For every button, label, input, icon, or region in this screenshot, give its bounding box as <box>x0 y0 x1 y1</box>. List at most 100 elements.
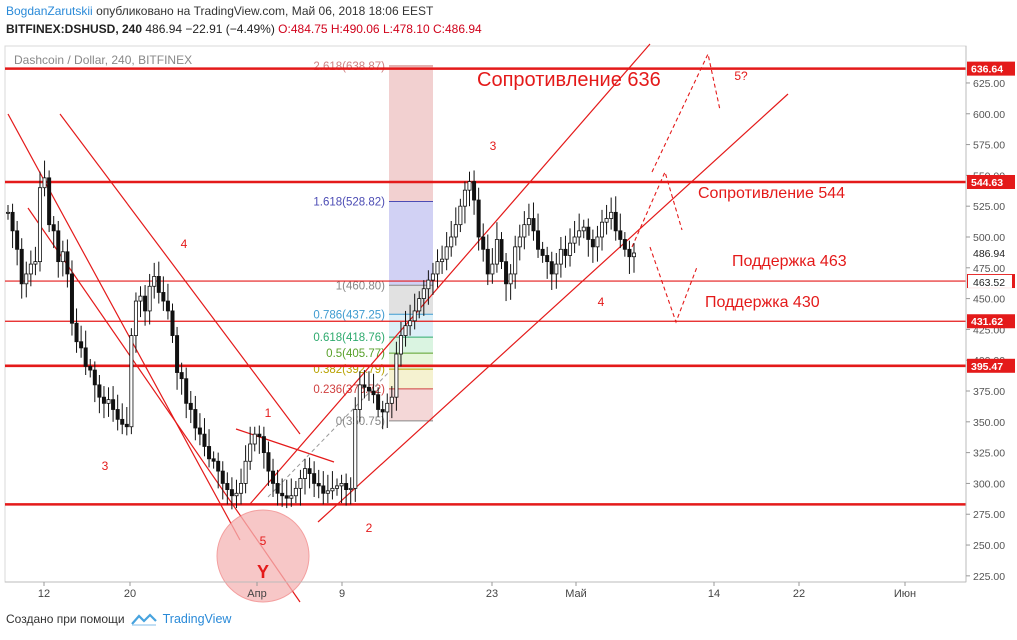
candle-body <box>632 252 637 258</box>
candle-body <box>366 386 371 392</box>
fib-label-1: 1.618(528.82) <box>313 196 385 208</box>
wave-label-6: 4 <box>598 295 605 309</box>
candle-body <box>234 492 239 497</box>
y-tick-label: 525.00 <box>973 201 1005 213</box>
candle-body <box>522 224 527 238</box>
candle-body <box>462 189 467 207</box>
price-tag-bg <box>967 314 1015 329</box>
candle-body <box>568 242 573 256</box>
candle-body <box>494 239 499 265</box>
candle-body <box>330 487 335 492</box>
candle-body <box>536 230 541 250</box>
candle-body <box>554 263 559 275</box>
candle-body <box>440 258 445 263</box>
author-link[interactable]: BogdanZarutskii <box>6 4 93 18</box>
candle-body <box>124 423 129 428</box>
label-resistance-544: Сопротивление 544 <box>698 185 845 202</box>
candle-body <box>389 396 394 404</box>
last-price: 486.94 <box>145 22 183 36</box>
projection-path-1 <box>649 246 698 324</box>
candle-body <box>481 236 486 250</box>
candle-body <box>184 378 189 404</box>
price-chart[interactable]: Dashcoin / Dollar, 240, BITFINEX 2.618(63… <box>0 42 1017 604</box>
candle-body <box>15 230 20 250</box>
x-tick-label: 23 <box>486 588 498 600</box>
candle-body <box>600 221 605 238</box>
candle-body <box>558 248 563 265</box>
symbol-label: BITFINEX:DSHUSD, 240 <box>6 22 143 36</box>
candle-body <box>444 246 449 260</box>
candle-body <box>371 390 376 396</box>
trend-line-0 <box>7 113 241 541</box>
candle-body <box>398 335 403 355</box>
candle-body <box>362 384 367 388</box>
trend-line-2 <box>59 113 301 435</box>
candle-body <box>28 263 33 275</box>
candle-body <box>357 384 362 410</box>
fib-label-0: 2.618(638.87) <box>313 61 385 73</box>
candle-body <box>37 187 42 263</box>
candle-body <box>220 470 225 484</box>
price-change: −22.91 (−4.49%) <box>185 22 275 36</box>
candle-body <box>6 211 11 214</box>
candle-body <box>51 224 56 232</box>
made-with-text: Создано при помощи <box>6 612 125 626</box>
candle-body <box>604 218 609 223</box>
y-tick-label: 300.00 <box>973 478 1005 490</box>
candle-body <box>188 402 193 410</box>
candle-body <box>344 483 349 490</box>
candle-body <box>426 279 431 290</box>
x-tick-label: Июн <box>894 588 916 600</box>
candle-body <box>467 181 472 191</box>
candle-body <box>56 230 61 263</box>
candle-body <box>129 335 134 428</box>
fib-zone-0 <box>389 65 433 202</box>
wave-label-7: 5? <box>734 69 748 83</box>
candle-body <box>197 427 202 435</box>
candle-body <box>47 177 52 226</box>
wave-label-8: Y <box>257 562 269 582</box>
candle-body <box>156 276 161 293</box>
candle-body <box>225 483 230 490</box>
price-tag-4: 431.62 <box>971 316 1003 328</box>
candle-body <box>261 436 266 454</box>
candle-body <box>257 433 262 438</box>
label-resistance-636: Сопротивление 636 <box>477 69 661 91</box>
tradingview-logo-icon <box>130 613 157 626</box>
candle-body <box>111 399 116 410</box>
candle-body <box>143 295 148 312</box>
candle-body <box>239 483 244 494</box>
projection-path-2 <box>651 52 721 173</box>
fib-anchor-line <box>267 371 390 498</box>
tradingview-link[interactable]: TradingView <box>162 612 232 626</box>
candle-body <box>430 273 435 281</box>
y-tick-label: 625.00 <box>973 78 1005 90</box>
candle-body <box>321 485 326 494</box>
label-support-430: Поддержка 430 <box>705 294 820 311</box>
candle-body <box>325 490 330 494</box>
wave-label-3: 5 <box>260 534 267 548</box>
candle-body <box>613 211 618 232</box>
candle-body <box>472 181 477 201</box>
candle-body <box>193 409 198 429</box>
candle-body <box>170 310 175 336</box>
candle-body <box>293 487 298 497</box>
chart-watermark: Dashcoin / Dollar, 240, BITFINEX <box>14 53 192 67</box>
candle-body <box>627 248 632 258</box>
candle-body <box>19 248 24 285</box>
x-tick-label: Май <box>565 588 587 600</box>
candle-body <box>298 478 303 489</box>
plot-area <box>4 45 967 583</box>
wave-label-4: 2 <box>366 521 373 535</box>
candle-body <box>101 396 106 404</box>
symbol-info: BITFINEX:DSHUSD, 240 486.94 −22.91 (−4.4… <box>6 22 482 36</box>
candle-body <box>92 369 97 386</box>
price-tag-5: 395.47 <box>971 361 1003 373</box>
candle-body <box>161 292 166 302</box>
candle-body <box>248 443 253 462</box>
y-tick-label: 600.00 <box>973 109 1005 121</box>
fib-label-3: 0.786(437.25) <box>313 309 385 321</box>
fib-label-5: 0.5(405.77) <box>326 348 385 360</box>
candle-body <box>243 460 248 484</box>
candle-body <box>202 433 207 447</box>
